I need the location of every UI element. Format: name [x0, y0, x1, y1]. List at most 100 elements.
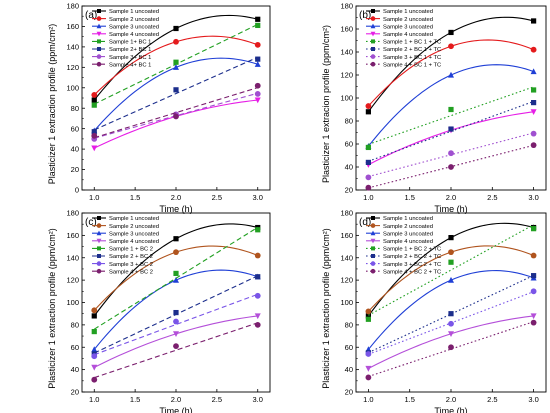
series-2: [91, 35, 261, 98]
y-tick-label: 140: [340, 48, 353, 57]
y-tick-label: 20: [71, 165, 79, 174]
legend-marker: [97, 246, 101, 251]
x-tick-label: 2.5: [212, 395, 222, 404]
data-point: [365, 351, 372, 357]
data-point: [530, 130, 537, 137]
data-point: [173, 276, 179, 283]
data-point: [530, 288, 537, 295]
data-point: [448, 150, 454, 157]
series-2: [91, 245, 261, 314]
data-point: [173, 87, 179, 93]
data-point: [254, 41, 261, 48]
y-tick-label: 140: [340, 253, 353, 262]
legend-entry: Sample 1 uncoated: [383, 216, 433, 222]
y-axis-label: Plasticizer 1 extracion profile (ppm/cm²…: [321, 25, 331, 183]
x-tick-label: 2.5: [487, 193, 497, 202]
data-point: [254, 252, 261, 259]
series-7: [365, 130, 537, 181]
data-point: [530, 252, 537, 259]
x-tick-label: 3.0: [253, 193, 263, 202]
legend-marker: [96, 61, 102, 67]
y-tick-label: 160: [66, 231, 79, 240]
data-point: [173, 249, 179, 256]
x-tick-label: 1.0: [89, 395, 99, 404]
y-tick-label: 140: [66, 253, 79, 262]
legend-entry: Sample 2 uncoated: [109, 17, 159, 23]
chart-panel-a: 0 20 40 60 80 100 120 140 160 180 1.0 1.5 2.0 2.5 3.0 T…: [47, 2, 271, 214]
y-tick-label: 20: [345, 388, 353, 397]
data-point: [448, 235, 454, 241]
legend-entry: Sample 2 + BC 2: [109, 254, 153, 260]
data-point: [530, 142, 537, 149]
data-point: [254, 292, 261, 299]
legend-entry: Sample 3 + BC 2: [109, 262, 153, 268]
data-point: [365, 365, 372, 372]
data-point: [255, 274, 261, 280]
data-point: [448, 71, 454, 78]
data-point: [254, 313, 261, 320]
series-5: [91, 226, 261, 335]
panel-label: (a): [85, 10, 97, 21]
x-axis-label: Time (h): [159, 406, 192, 413]
y-tick-label: 140: [66, 42, 79, 51]
data-point: [173, 38, 179, 45]
data-point: [91, 376, 98, 383]
series-4: [91, 313, 261, 371]
data-point: [255, 227, 261, 233]
y-tick-label: 80: [345, 320, 353, 329]
legend-marker: [96, 23, 102, 29]
y-tick-label: 180: [66, 209, 79, 218]
legend-marker: [371, 39, 375, 44]
legend-entry: Sample 1 + BC 2 + TC: [383, 247, 441, 253]
x-tick-label: 2.0: [171, 193, 181, 202]
data-point: [173, 309, 179, 316]
chart-panel-c: 20 40 60 80 100 120 140 160 180 1.0 1.5 2.0 2.5 3.0 Ti…: [47, 209, 271, 413]
data-point: [530, 313, 537, 320]
series-6: [365, 100, 537, 165]
y-axis-label: Plasticizer 1 extraction profile (ppm/cm…: [321, 228, 331, 389]
data-point: [173, 270, 179, 277]
legend-entry: Sample 4 + BC 2: [109, 269, 153, 275]
legend-entry: Sample 1+ BC 1: [109, 40, 151, 46]
data-point: [91, 132, 98, 139]
data-point: [255, 22, 261, 29]
y-tick-label: 80: [71, 104, 79, 113]
data-point: [255, 16, 261, 22]
y-tick-label: 120: [340, 71, 353, 80]
y-tick-label: 100: [66, 83, 79, 92]
x-axis-label: Time (h): [434, 406, 467, 413]
legend-entry: Sample 1 uncoated: [383, 9, 433, 15]
y-tick-label: 0: [75, 186, 79, 195]
panel-label: (b): [359, 10, 371, 21]
data-point: [448, 331, 454, 338]
y-tick-label: 100: [66, 298, 79, 307]
series-8: [91, 321, 261, 383]
legend-entry: Sample 4 uncoated: [383, 239, 433, 245]
x-tick-label: 3.0: [528, 395, 538, 404]
data-point: [254, 91, 261, 97]
series-line: [94, 293, 258, 356]
legend-marker: [370, 23, 376, 29]
x-tick-label: 1.0: [363, 395, 373, 404]
data-point: [530, 68, 537, 75]
x-axis-label: Time (h): [434, 204, 467, 214]
legend-marker: [370, 261, 376, 266]
legend-entry: Sample 2+ BC 1: [109, 47, 151, 53]
series-line: [368, 100, 534, 162]
data-point: [91, 328, 97, 335]
data-point: [365, 184, 372, 191]
x-axis-label: Time (h): [159, 204, 192, 214]
y-tick-label: 60: [71, 343, 79, 352]
legend-entry: Sample 3 uncoated: [109, 231, 159, 237]
x-tick-label: 3.0: [253, 395, 263, 404]
legend-entry: Sample 4 uncoated: [383, 32, 433, 38]
series-line: [368, 86, 534, 145]
data-point: [530, 109, 537, 115]
legend-entry: Sample 1 uncoated: [109, 9, 159, 15]
legend-entry: Sample 3+ BC 1: [109, 55, 151, 61]
y-tick-label: 40: [71, 145, 79, 154]
legend-entry: Sample 3 uncoated: [383, 24, 433, 30]
panel-label: (d): [359, 217, 371, 228]
legend-entry: Sample 1 + BC 1 + TC: [383, 40, 441, 46]
x-tick-label: 2.5: [487, 395, 497, 404]
